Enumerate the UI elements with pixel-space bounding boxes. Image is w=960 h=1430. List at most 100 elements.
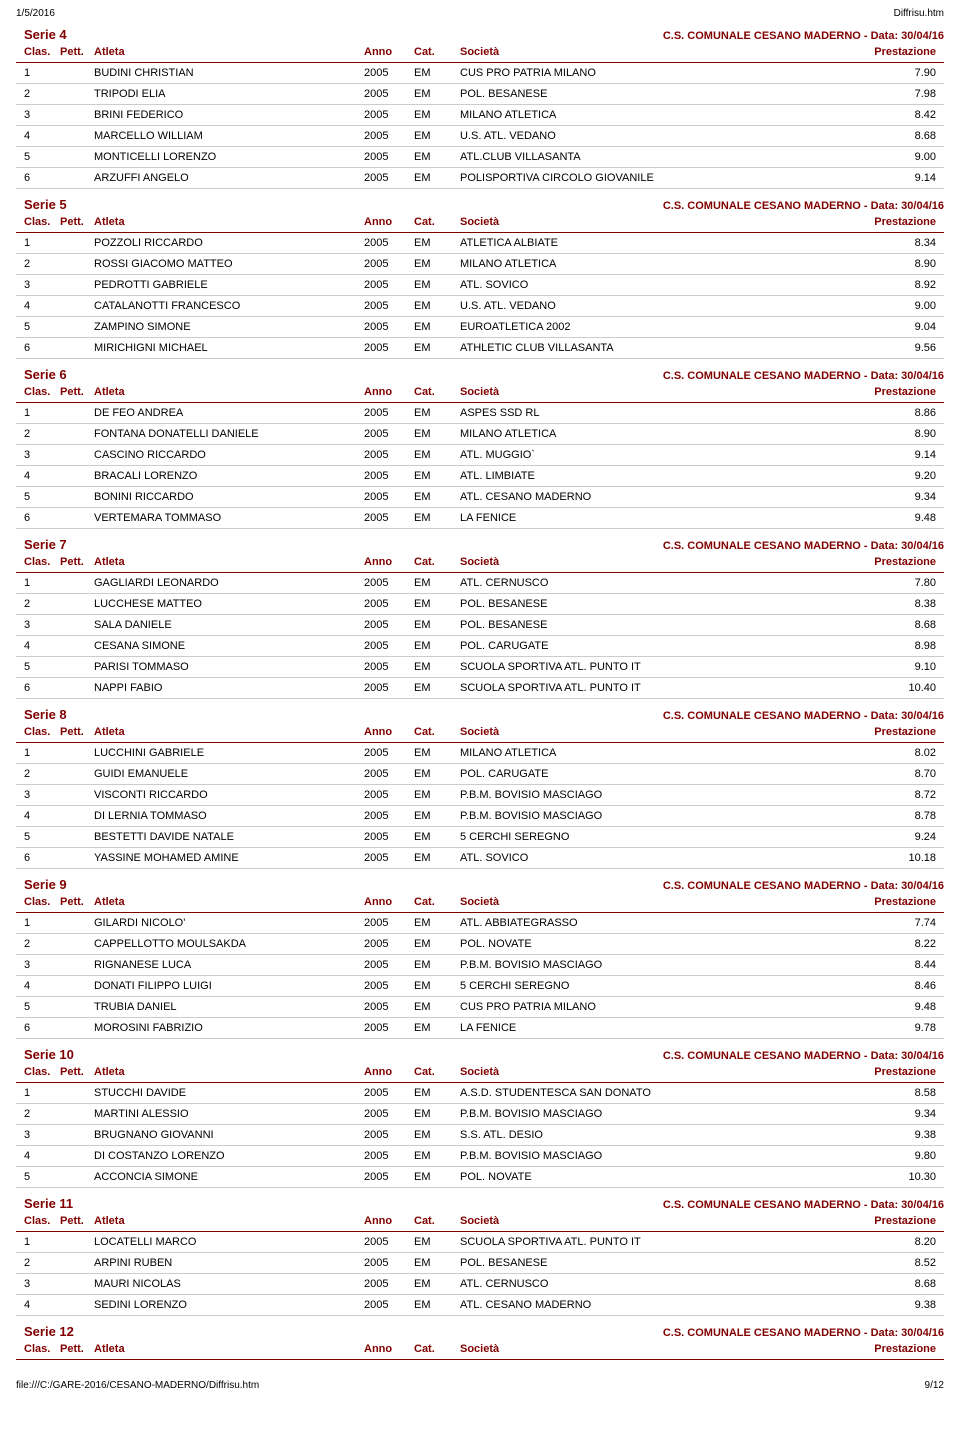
table-row: 2ARPINI RUBEN2005EMPOL. BESANESE8.52	[16, 1253, 944, 1274]
cell-clas: 6	[16, 512, 60, 524]
cell-atleta: BRINI FEDERICO	[94, 109, 364, 121]
cell-atleta: LUCCHINI GABRIELE	[94, 747, 364, 759]
header-date: 1/5/2016	[16, 8, 55, 19]
cell-atleta: VISCONTI RICCARDO	[94, 789, 364, 801]
cell-atleta: MARCELLO WILLIAM	[94, 130, 364, 142]
cell-clas: 1	[16, 1087, 60, 1099]
col-header-cat: Cat.	[414, 216, 460, 228]
cell-atleta: NAPPI FABIO	[94, 682, 364, 694]
column-header-row: Clas.Pett.AtletaAnnoCat.SocietàPrestazio…	[16, 1341, 944, 1360]
serie-title: Serie 10	[24, 1047, 74, 1062]
col-header-anno: Anno	[364, 216, 414, 228]
cell-cat: EM	[414, 980, 460, 992]
cell-soc: P.B.M. BOVISIO MASCIAGO	[460, 810, 856, 822]
cell-atleta: BONINI RICCARDO	[94, 491, 364, 503]
cell-pett	[60, 151, 94, 163]
cell-cat: EM	[414, 258, 460, 270]
col-header-cat: Cat.	[414, 726, 460, 738]
cell-soc: POL. NOVATE	[460, 1171, 856, 1183]
col-header-anno: Anno	[364, 1343, 414, 1355]
cell-anno: 2005	[364, 598, 414, 610]
cell-soc: ATL. CERNUSCO	[460, 1278, 856, 1290]
cell-prest: 7.80	[856, 577, 944, 589]
cell-cat: EM	[414, 172, 460, 184]
cell-anno: 2005	[364, 789, 414, 801]
cell-anno: 2005	[364, 1299, 414, 1311]
cell-cat: EM	[414, 512, 460, 524]
cell-prest: 9.24	[856, 831, 944, 843]
page-top-header: 1/5/2016 Diffrisu.htm	[16, 8, 944, 19]
cell-prest: 9.56	[856, 342, 944, 354]
serie-meta: C.S. COMUNALE CESANO MADERNO - Data: 30/…	[663, 540, 944, 552]
cell-anno: 2005	[364, 1278, 414, 1290]
cell-anno: 2005	[364, 300, 414, 312]
cell-atleta: GUIDI EMANUELE	[94, 768, 364, 780]
col-header-pett: Pett.	[60, 726, 94, 738]
cell-cat: EM	[414, 130, 460, 142]
col-header-soc: Società	[460, 1343, 856, 1355]
table-row: 5ZAMPINO SIMONE2005EMEUROATLETICA 20029.…	[16, 317, 944, 338]
serie-title: Serie 4	[24, 27, 67, 42]
table-row: 1GILARDI NICOLO'2005EMATL. ABBIATEGRASSO…	[16, 913, 944, 934]
cell-pett	[60, 1236, 94, 1248]
cell-cat: EM	[414, 1236, 460, 1248]
cell-anno: 2005	[364, 980, 414, 992]
cell-prest: 8.38	[856, 598, 944, 610]
cell-pett	[60, 1278, 94, 1290]
col-header-clas: Clas.	[16, 1066, 60, 1078]
cell-pett	[60, 831, 94, 843]
table-row: 4DONATI FILIPPO LUIGI2005EM5 CERCHI SERE…	[16, 976, 944, 997]
cell-soc: LA FENICE	[460, 1022, 856, 1034]
col-header-soc: Società	[460, 46, 856, 58]
table-row: 3VISCONTI RICCARDO2005EMP.B.M. BOVISIO M…	[16, 785, 944, 806]
cell-prest: 8.42	[856, 109, 944, 121]
cell-cat: EM	[414, 342, 460, 354]
cell-cat: EM	[414, 1299, 460, 1311]
cell-anno: 2005	[364, 1129, 414, 1141]
table-row: 4CESANA SIMONE2005EMPOL. CARUGATE8.98	[16, 636, 944, 657]
cell-cat: EM	[414, 109, 460, 121]
cell-pett	[60, 577, 94, 589]
cell-cat: EM	[414, 321, 460, 333]
cell-clas: 4	[16, 640, 60, 652]
col-header-cat: Cat.	[414, 1343, 460, 1355]
cell-prest: 8.46	[856, 980, 944, 992]
column-header-row: Clas.Pett.AtletaAnnoCat.SocietàPrestazio…	[16, 554, 944, 573]
col-header-cat: Cat.	[414, 896, 460, 908]
col-header-pett: Pett.	[60, 386, 94, 398]
cell-atleta: ACCONCIA SIMONE	[94, 1171, 364, 1183]
col-header-anno: Anno	[364, 896, 414, 908]
table-row: 3BRUGNANO GIOVANNI2005EMS.S. ATL. DESIO9…	[16, 1125, 944, 1146]
cell-pett	[60, 67, 94, 79]
cell-prest: 9.14	[856, 449, 944, 461]
cell-anno: 2005	[364, 810, 414, 822]
cell-prest: 8.68	[856, 130, 944, 142]
cell-cat: EM	[414, 852, 460, 864]
table-row: 3MAURI NICOLAS2005EMATL. CERNUSCO8.68	[16, 1274, 944, 1295]
col-header-clas: Clas.	[16, 1343, 60, 1355]
cell-anno: 2005	[364, 342, 414, 354]
cell-atleta: GAGLIARDI LEONARDO	[94, 577, 364, 589]
column-header-row: Clas.Pett.AtletaAnnoCat.SocietàPrestazio…	[16, 44, 944, 63]
cell-clas: 6	[16, 852, 60, 864]
cell-prest: 9.20	[856, 470, 944, 482]
cell-soc: ATL. SOVICO	[460, 279, 856, 291]
col-header-soc: Società	[460, 556, 856, 568]
cell-soc: SCUOLA SPORTIVA ATL. PUNTO IT	[460, 682, 856, 694]
cell-atleta: CAPPELLOTTO MOULSAKDA	[94, 938, 364, 950]
cell-anno: 2005	[364, 917, 414, 929]
cell-anno: 2005	[364, 237, 414, 249]
serie-title: Serie 6	[24, 367, 67, 382]
col-header-soc: Società	[460, 1215, 856, 1227]
cell-soc: POL. NOVATE	[460, 938, 856, 950]
footer-page: 9/12	[925, 1380, 944, 1391]
cell-cat: EM	[414, 1257, 460, 1269]
table-row: 4MARCELLO WILLIAM2005EMU.S. ATL. VEDANO8…	[16, 126, 944, 147]
footer-path: file:///C:/GARE-2016/CESANO-MADERNO/Diff…	[16, 1380, 259, 1391]
cell-soc: POL. BESANESE	[460, 1257, 856, 1269]
serie-header: Serie 5C.S. COMUNALE CESANO MADERNO - Da…	[16, 197, 944, 212]
serie-meta: C.S. COMUNALE CESANO MADERNO - Data: 30/…	[663, 1327, 944, 1339]
cell-pett	[60, 1022, 94, 1034]
col-header-atleta: Atleta	[94, 386, 364, 398]
cell-soc: P.B.M. BOVISIO MASCIAGO	[460, 789, 856, 801]
